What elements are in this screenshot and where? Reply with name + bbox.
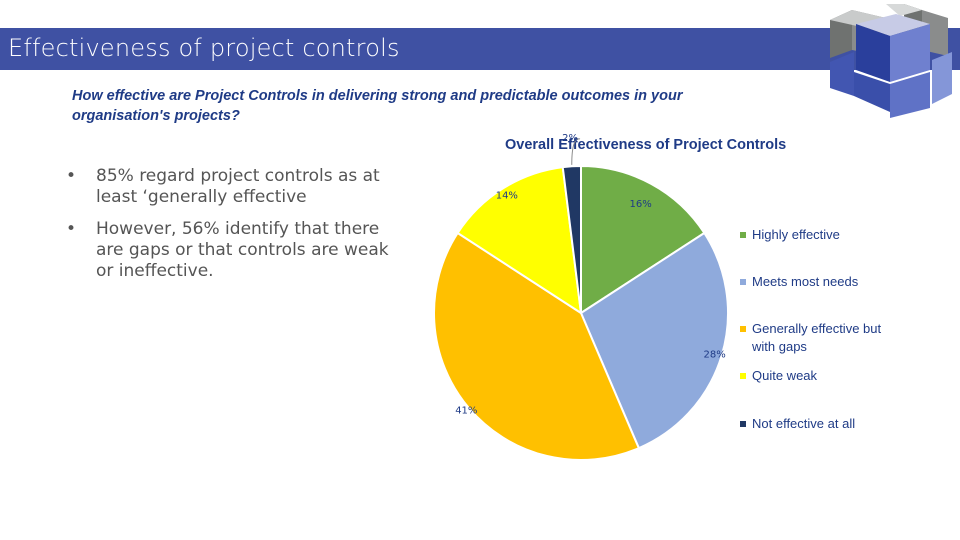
- legend-item: Not effective at all: [740, 415, 890, 433]
- data-label: 2%: [562, 133, 578, 144]
- bullet-list: • 85% regard project controls as at least…: [60, 166, 390, 293]
- leader-line: [571, 138, 581, 165]
- bullet-text: 85% regard project controls as at least …: [96, 166, 380, 207]
- legend-label: Generally effective but with gaps: [752, 321, 882, 354]
- legend-label: Highly effective: [752, 227, 840, 242]
- legend-item: Highly effective: [740, 226, 890, 244]
- legend-label: Quite weak: [752, 368, 818, 383]
- data-label: 14%: [496, 191, 518, 202]
- bullet-dot: •: [66, 166, 77, 186]
- data-label: 16%: [630, 199, 652, 210]
- pie-slice: [433, 231, 641, 461]
- pie-slice: [561, 164, 582, 314]
- legend-item: Quite weak: [740, 367, 890, 385]
- bullet-dot: •: [66, 219, 77, 239]
- data-label: 28%: [703, 350, 725, 361]
- legend-swatch: [740, 279, 746, 285]
- legend-label: Not effective at all: [752, 416, 856, 431]
- pie-slice: [456, 166, 583, 316]
- legend-swatch: [740, 232, 746, 238]
- legend-item: Generally effective but with gaps: [740, 320, 890, 356]
- page-title: Effectiveness of project controls: [8, 34, 400, 62]
- data-label: 41%: [455, 406, 477, 417]
- legend-swatch: [740, 421, 746, 427]
- survey-question: How effective are Project Controls in de…: [72, 88, 683, 124]
- legend-item: Meets most needs: [740, 273, 890, 291]
- bullet-item: • 85% regard project controls as at least…: [60, 166, 390, 208]
- pie-slice: [579, 231, 729, 450]
- bullet-text: However, 56% identify that there are gap…: [96, 219, 389, 281]
- pie-slice: [580, 164, 706, 315]
- legend-swatch: [740, 373, 746, 379]
- title-bar: Effectiveness of project controls: [0, 28, 960, 70]
- stacked-cubes-logo-icon: [830, 4, 952, 118]
- legend-swatch: [740, 326, 746, 332]
- legend-label: Meets most needs: [752, 274, 859, 289]
- bullet-item: • However, 56% identify that there are ga…: [60, 219, 390, 282]
